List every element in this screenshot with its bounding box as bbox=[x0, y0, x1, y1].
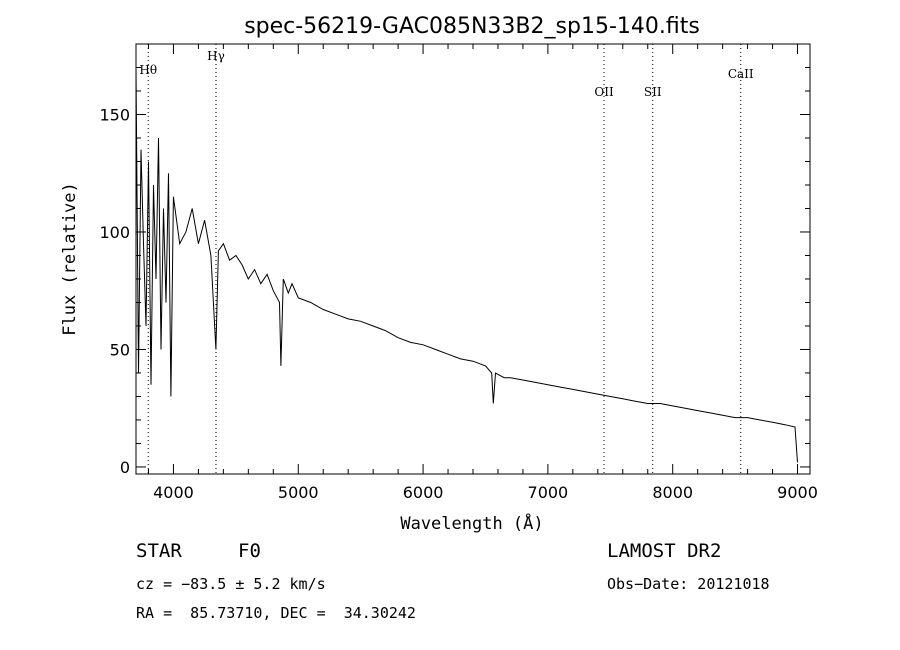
x-axis-label: Wavelength (Å) bbox=[400, 512, 543, 534]
x-tick-label-1: 5000 bbox=[278, 483, 319, 502]
line-markers: Hθ Hγ OII SII CaII bbox=[139, 44, 754, 474]
y-tick-label-2: 100 bbox=[99, 223, 130, 242]
plot-frame bbox=[135, 43, 811, 475]
x-tick-label-2: 6000 bbox=[403, 483, 444, 502]
redshift-cz: cz = −83.5 ± 5.2 km/s bbox=[136, 575, 326, 593]
observation-date: Obs−Date: 20121018 bbox=[607, 575, 770, 593]
axis-ticks bbox=[136, 44, 810, 474]
line-marker-label-4: CaII bbox=[728, 67, 754, 81]
survey-name: LAMOST DR2 bbox=[607, 540, 722, 562]
line-marker-label-1: Hγ bbox=[207, 49, 225, 63]
x-tick-label-0: 4000 bbox=[153, 483, 194, 502]
x-tick-label-4: 8000 bbox=[652, 483, 693, 502]
spectrum-line bbox=[135, 67, 798, 463]
y-tick-label-3: 150 bbox=[99, 105, 130, 124]
ra-dec-coordinates: RA = 85.73710, DEC = 34.30242 bbox=[136, 604, 416, 622]
object-subclass: F0 bbox=[238, 540, 261, 562]
line-marker-label-0: Hθ bbox=[139, 63, 157, 77]
line-marker-label-2: OII bbox=[594, 85, 614, 99]
x-tick-label-5: 9000 bbox=[777, 483, 818, 502]
object-class: STAR bbox=[136, 540, 182, 562]
y-axis-label: Flux (relative) bbox=[60, 182, 80, 336]
chart-title: spec-56219-GAC085N33B2_sp15-140.fits bbox=[244, 14, 700, 39]
axis-tick-labels: 4000 5000 6000 7000 8000 9000 0 50 100 150 bbox=[99, 105, 817, 502]
x-tick-label-3: 7000 bbox=[528, 483, 569, 502]
y-tick-label-1: 50 bbox=[110, 340, 130, 359]
y-tick-label-0: 0 bbox=[120, 458, 130, 477]
line-marker-label-3: SII bbox=[644, 85, 662, 99]
